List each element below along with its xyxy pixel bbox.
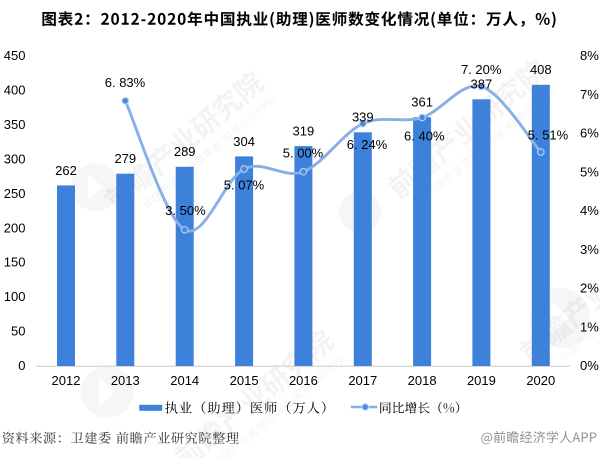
svg-text:4%: 4%: [580, 203, 599, 218]
svg-text:7%: 7%: [580, 87, 599, 102]
svg-text:1%: 1%: [580, 319, 599, 334]
svg-text:5. 07%: 5. 07%: [224, 178, 265, 193]
svg-text:2017: 2017: [348, 373, 377, 388]
svg-text:2012: 2012: [52, 373, 81, 388]
svg-text:262: 262: [55, 163, 77, 178]
svg-text:6%: 6%: [580, 126, 599, 141]
svg-text:8%: 8%: [580, 48, 599, 63]
svg-text:0%: 0%: [580, 358, 599, 373]
svg-text:289: 289: [174, 144, 196, 159]
svg-text:200: 200: [4, 220, 26, 235]
svg-text:100: 100: [4, 289, 26, 304]
svg-text:2020: 2020: [526, 373, 555, 388]
svg-text:5. 51%: 5. 51%: [528, 128, 569, 143]
svg-text:2014: 2014: [170, 373, 199, 388]
svg-text:3%: 3%: [580, 242, 599, 257]
svg-text:5%: 5%: [580, 164, 599, 179]
svg-text:6. 40%: 6. 40%: [404, 128, 445, 143]
svg-text:2%: 2%: [580, 281, 599, 296]
svg-text:2018: 2018: [408, 373, 437, 388]
svg-text:3. 50%: 3. 50%: [165, 203, 206, 218]
svg-text:2013: 2013: [111, 373, 140, 388]
svg-text:300: 300: [4, 151, 26, 166]
svg-text:361: 361: [411, 95, 433, 110]
svg-text:6. 83%: 6. 83%: [105, 75, 146, 90]
svg-text:408: 408: [530, 62, 552, 77]
svg-text:339: 339: [352, 110, 374, 125]
svg-text:350: 350: [4, 117, 26, 132]
svg-text:5. 00%: 5. 00%: [283, 146, 324, 161]
svg-text:279: 279: [114, 151, 136, 166]
svg-text:6. 24%: 6. 24%: [347, 137, 388, 152]
svg-text:2016: 2016: [289, 373, 318, 388]
svg-text:400: 400: [4, 83, 26, 98]
svg-text:0: 0: [18, 358, 25, 373]
svg-text:2019: 2019: [467, 373, 496, 388]
svg-text:150: 150: [4, 255, 26, 270]
svg-text:387: 387: [471, 77, 493, 92]
svg-text:7. 20%: 7. 20%: [461, 62, 502, 77]
svg-text:50: 50: [11, 324, 25, 339]
svg-text:450: 450: [4, 48, 26, 63]
svg-text:319: 319: [293, 124, 315, 139]
svg-text:304: 304: [233, 134, 255, 149]
svg-text:2015: 2015: [230, 373, 259, 388]
svg-text:250: 250: [4, 186, 26, 201]
